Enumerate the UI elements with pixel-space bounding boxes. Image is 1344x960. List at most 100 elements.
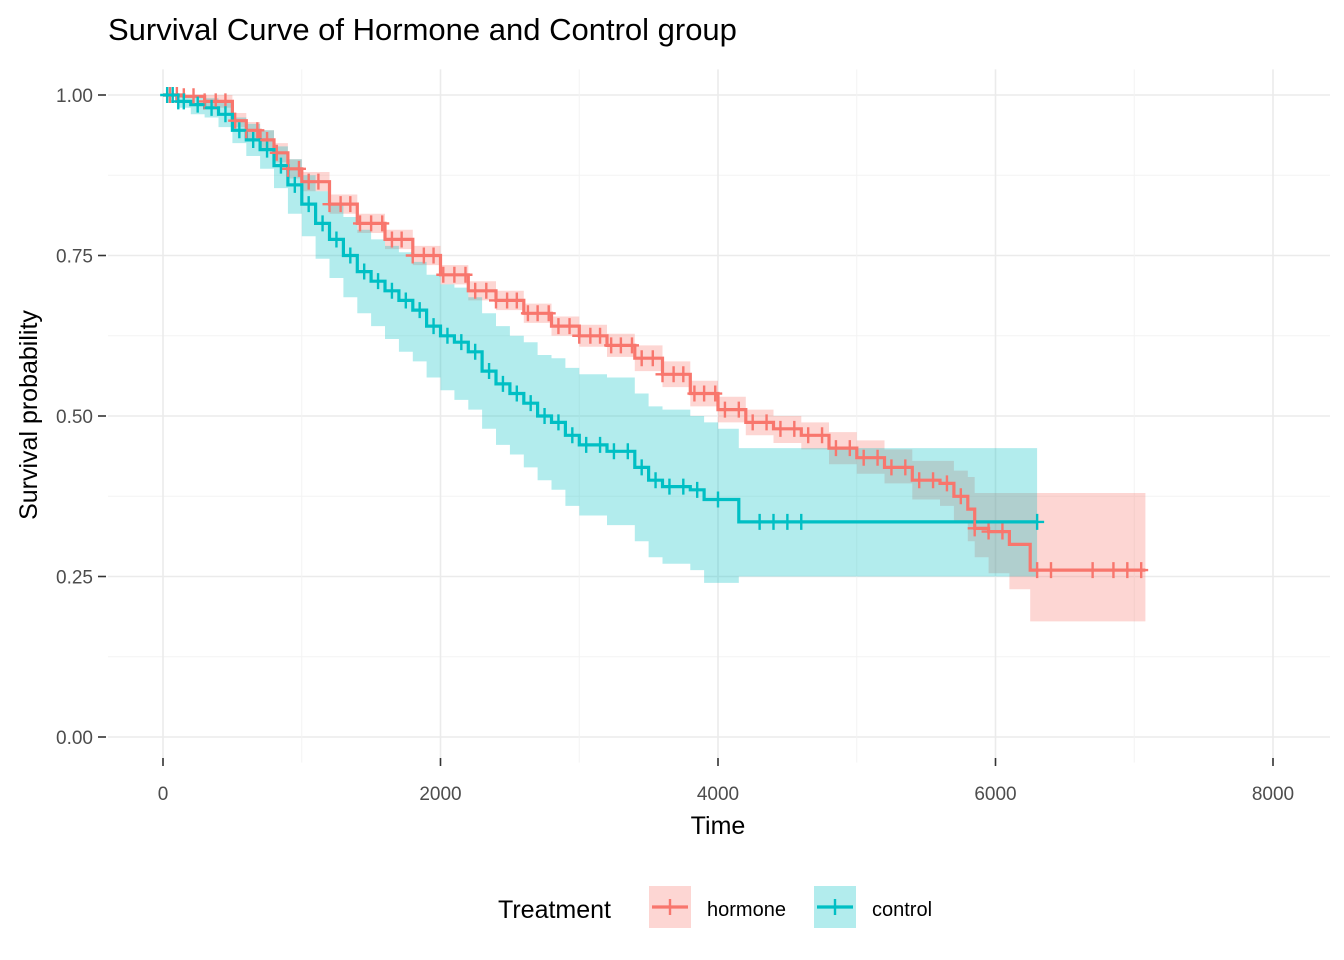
censor-mark-control [287, 176, 302, 193]
legend-label-hormone: hormone [707, 899, 786, 921]
censor-mark-control [780, 513, 795, 530]
censor-mark-control [371, 273, 386, 290]
censor-mark-control [551, 414, 566, 431]
x-tick-label: 8000 [1252, 784, 1294, 805]
censor-mark-hormone [269, 144, 284, 161]
censor-mark-control [676, 478, 691, 495]
y-tick-label: 0.50 [56, 407, 93, 428]
censor-mark-control [343, 247, 358, 264]
censor-mark-control [593, 436, 608, 453]
censor-mark-control [246, 131, 261, 148]
y-tick-label: 0.25 [56, 568, 93, 589]
censor-mark-hormone [458, 266, 473, 283]
censor-mark-hormone [394, 231, 409, 248]
censor-mark-hormone [708, 385, 723, 402]
censor-mark-control [565, 427, 580, 444]
censor-mark-control [662, 478, 677, 495]
censor-mark-control [495, 375, 510, 392]
censor-mark-control [315, 215, 330, 232]
censor-mark-hormone [1030, 562, 1045, 579]
censor-mark-control [766, 513, 781, 530]
censor-mark-control [537, 408, 552, 424]
censor-mark-hormone [645, 350, 660, 367]
censor-mark-control [176, 93, 191, 110]
censor-mark-hormone [479, 282, 494, 299]
legend-key-hormone: hormone [649, 886, 786, 928]
censor-mark-hormone [593, 327, 608, 344]
censor-mark-control [301, 196, 316, 213]
censor-mark-control [384, 282, 399, 299]
x-tick-label: 4000 [697, 784, 739, 805]
censor-mark-control [690, 481, 705, 498]
legend-label-control: control [872, 899, 932, 921]
legend-keys: hormone control [649, 886, 932, 928]
censor-mark-hormone [828, 440, 843, 457]
censor-mark-hormone [995, 523, 1010, 540]
censor-mark-hormone [773, 420, 788, 437]
censor-mark-hormone [926, 472, 941, 489]
censor-mark-hormone [1085, 562, 1100, 579]
legend: Treatment hormone control [498, 886, 932, 928]
legend-key-control: control [814, 886, 932, 928]
censor-mark-hormone [856, 449, 871, 466]
censor-mark-hormone [311, 173, 326, 190]
censor-mark-control [398, 292, 413, 309]
censor-mark-hormone [912, 472, 927, 489]
y-axis-title: Survival probability [15, 310, 43, 520]
censor-mark-hormone [801, 427, 816, 444]
censor-mark-hormone [228, 112, 243, 129]
x-axis-ticks: 0 2000 4000 6000 8000 [158, 758, 1294, 805]
y-tick-label: 0.75 [56, 247, 93, 268]
censor-mark-control [357, 263, 372, 280]
censor-mark-hormone [562, 318, 577, 335]
legend-title: Treatment [498, 896, 611, 924]
censor-mark-hormone [731, 401, 746, 418]
censor-mark-hormone [509, 292, 524, 309]
x-tick-label: 2000 [419, 784, 461, 805]
censor-mark-control [329, 231, 344, 248]
censor-mark-hormone [624, 337, 639, 354]
censor-mark-hormone [343, 196, 358, 213]
censor-mark-hormone [815, 427, 830, 444]
censor-mark-hormone [186, 88, 201, 105]
censor-mark-control [634, 459, 649, 476]
censor-mark-hormone [426, 247, 441, 264]
censor-mark-control [752, 513, 767, 530]
censor-mark-hormone [842, 440, 857, 457]
censor-mark-control [273, 157, 288, 174]
censor-mark-control [606, 443, 621, 460]
censor-mark-control [648, 472, 663, 489]
censor-mark-hormone [759, 414, 774, 431]
confidence-band-control [163, 95, 1038, 583]
censor-mark-hormone [291, 160, 306, 177]
censor-mark-hormone [250, 122, 265, 139]
chart-title: Survival Curve of Hormone and Control gr… [108, 12, 737, 47]
censor-mark-hormone [939, 475, 954, 492]
censor-mark-control [711, 491, 725, 508]
censor-mark-hormone [967, 520, 982, 537]
censor-mark-hormone [787, 420, 802, 437]
censor-mark-control [440, 327, 455, 344]
x-axis-title: Time [691, 812, 746, 840]
censor-mark-hormone [676, 366, 691, 383]
censor-mark-control [1030, 513, 1045, 530]
censor-mark-control [454, 334, 469, 351]
x-tick-label: 6000 [974, 784, 1016, 805]
censor-mark-control [412, 302, 427, 319]
censor-mark-hormone [870, 449, 885, 466]
censor-mark-hormone [953, 488, 968, 505]
censor-mark-control [260, 141, 275, 158]
y-tick-label: 0.00 [56, 728, 93, 749]
censor-mark-hormone [541, 305, 556, 322]
censor-mark-hormone [1134, 562, 1149, 579]
censor-mark-hormone [375, 215, 390, 232]
censor-mark-hormone [1044, 562, 1058, 579]
censor-mark-hormone [745, 414, 760, 431]
censor-mark-hormone [717, 401, 732, 418]
censor-mark-control [468, 343, 483, 360]
censor-mark-hormone [884, 459, 899, 476]
censor-mark-control [190, 96, 205, 113]
censor-mark-control [523, 395, 538, 412]
censor-mark-control [232, 122, 247, 139]
